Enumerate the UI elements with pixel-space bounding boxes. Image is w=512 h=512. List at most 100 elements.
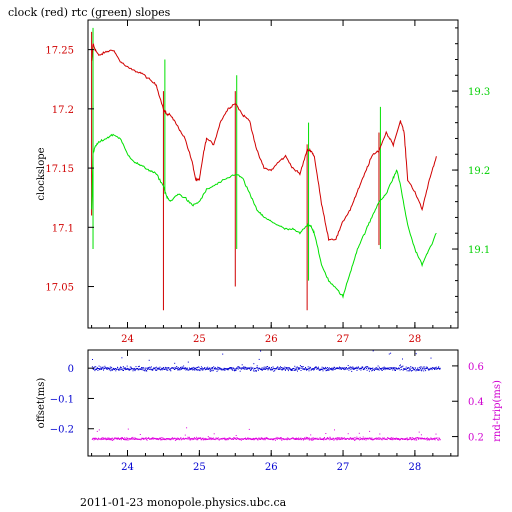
point xyxy=(118,369,120,371)
point xyxy=(235,435,237,436)
point xyxy=(341,438,342,440)
point xyxy=(155,369,156,371)
point xyxy=(406,370,408,372)
point xyxy=(121,437,122,439)
point xyxy=(248,428,250,430)
point xyxy=(174,366,176,368)
point xyxy=(215,438,217,440)
point xyxy=(132,370,134,372)
point xyxy=(224,437,226,439)
point xyxy=(413,438,415,440)
point xyxy=(324,437,325,438)
bottom-plot-frame xyxy=(87,349,459,457)
point xyxy=(139,368,141,370)
point xyxy=(203,438,205,440)
point xyxy=(171,438,173,440)
point xyxy=(332,369,334,371)
point xyxy=(434,368,435,370)
point xyxy=(136,368,138,369)
point xyxy=(297,367,299,369)
point xyxy=(188,437,190,439)
point xyxy=(180,366,181,368)
point xyxy=(345,438,346,440)
point xyxy=(265,366,267,368)
point xyxy=(209,367,211,369)
top-xtick-label-0: 24 xyxy=(121,334,134,345)
point xyxy=(304,368,306,370)
point xyxy=(151,368,153,370)
point xyxy=(368,370,370,372)
top-xtick-label-4: 28 xyxy=(409,334,422,345)
point xyxy=(208,368,210,369)
point xyxy=(93,439,95,441)
point xyxy=(386,368,388,370)
point xyxy=(434,437,436,439)
bot-y2label: rnd-trip(ms) xyxy=(492,380,503,442)
point xyxy=(284,369,286,370)
point xyxy=(360,368,362,369)
point xyxy=(210,437,212,439)
point xyxy=(170,368,172,370)
point xyxy=(335,368,337,370)
point xyxy=(372,367,374,369)
point xyxy=(212,438,213,440)
point xyxy=(412,438,414,440)
point xyxy=(402,369,404,371)
point xyxy=(279,367,281,369)
point xyxy=(309,366,311,368)
point xyxy=(109,368,111,370)
point xyxy=(183,365,185,367)
point xyxy=(389,368,391,370)
point xyxy=(233,438,234,440)
point xyxy=(352,367,354,369)
point xyxy=(108,368,110,369)
point xyxy=(253,370,255,372)
point xyxy=(196,369,198,371)
point xyxy=(209,370,211,372)
point xyxy=(417,367,419,369)
point xyxy=(183,437,184,439)
point xyxy=(96,367,98,369)
point xyxy=(348,369,350,371)
point xyxy=(174,369,175,370)
point xyxy=(398,438,400,440)
point xyxy=(124,367,126,369)
bot-ytick-label-2: −0.2 xyxy=(50,425,74,436)
point xyxy=(400,364,401,366)
point xyxy=(234,437,236,439)
point xyxy=(286,438,288,440)
point xyxy=(118,368,119,370)
point xyxy=(355,438,357,440)
point xyxy=(119,368,121,370)
point xyxy=(239,370,241,372)
point xyxy=(251,439,253,441)
point xyxy=(233,437,235,438)
point xyxy=(160,437,162,439)
point xyxy=(214,439,216,441)
point xyxy=(129,366,131,368)
point xyxy=(332,368,334,370)
point xyxy=(401,366,403,368)
point xyxy=(133,368,135,370)
point xyxy=(180,368,182,370)
point xyxy=(427,367,428,369)
point xyxy=(439,439,441,441)
point xyxy=(306,437,308,438)
point xyxy=(323,439,325,441)
point xyxy=(97,367,98,369)
point xyxy=(186,427,188,429)
point xyxy=(351,370,353,372)
point xyxy=(174,362,176,364)
point xyxy=(143,367,145,369)
point xyxy=(233,368,235,370)
point xyxy=(229,367,231,369)
point xyxy=(341,368,343,370)
point xyxy=(282,368,284,370)
point xyxy=(98,368,100,370)
point xyxy=(245,367,247,369)
bot-y2tick-label-0: 0.2 xyxy=(468,433,484,444)
point xyxy=(145,369,147,371)
point xyxy=(361,366,363,368)
point xyxy=(294,439,296,440)
point xyxy=(416,369,418,371)
